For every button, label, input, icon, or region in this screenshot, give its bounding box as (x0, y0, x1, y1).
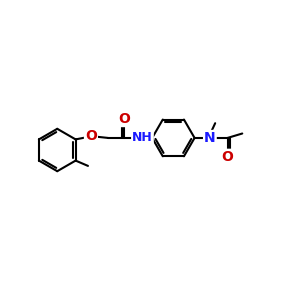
Text: O: O (222, 150, 233, 164)
Text: N: N (204, 131, 216, 145)
Text: NH: NH (132, 131, 153, 144)
Text: O: O (118, 112, 130, 126)
Text: O: O (85, 130, 97, 143)
